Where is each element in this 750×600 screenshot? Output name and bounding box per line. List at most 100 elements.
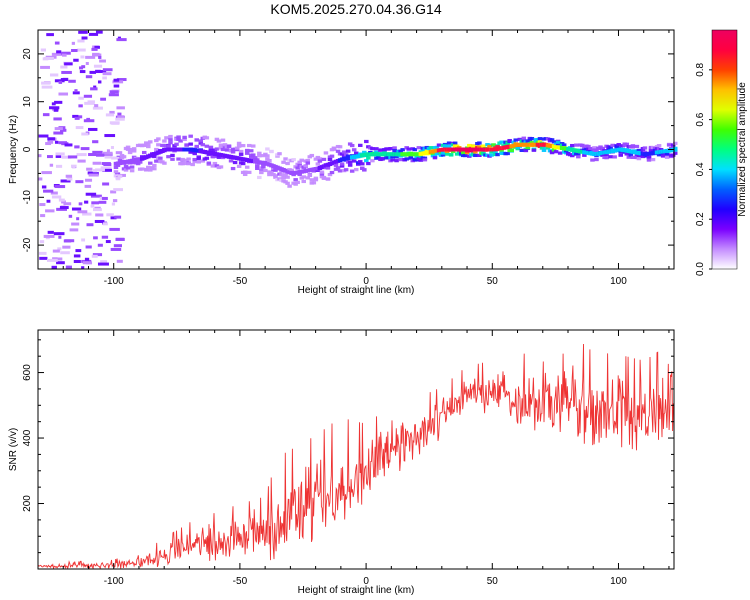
ridge-cell [477, 153, 482, 158]
noise-cell [110, 146, 114, 150]
noise-cell [39, 256, 48, 260]
ridge-cell [345, 149, 351, 153]
noise-cell [84, 184, 92, 188]
noise-cell [63, 202, 72, 206]
ridge-cell [446, 141, 452, 145]
noise-cell [116, 106, 125, 110]
ridge-cell [182, 161, 187, 166]
ridge-cell [374, 150, 379, 154]
ridge-cell [370, 159, 375, 163]
noise-cell [112, 80, 124, 84]
colorbar-tick-label: 0.2 [695, 212, 706, 226]
ridge-cell [440, 153, 446, 157]
ridge-cell [236, 164, 242, 168]
ridge-cell [495, 153, 500, 157]
ridge-cell [513, 138, 518, 142]
ridge-cell [265, 147, 270, 151]
ridge-cell [204, 144, 210, 148]
noise-cell [56, 261, 65, 265]
ridge-cell [123, 164, 129, 168]
ridge-cell [244, 148, 250, 153]
ridge-cell [230, 166, 236, 171]
ridge-cell [452, 141, 458, 145]
y-tick-label: 600 [22, 364, 33, 381]
ridge-cell [557, 151, 563, 155]
noise-cell [101, 196, 108, 200]
noise-cell [92, 253, 103, 257]
ridge-cell [364, 139, 369, 144]
noise-cell [47, 140, 54, 144]
noise-cell [71, 49, 78, 53]
ridge-cell [139, 167, 145, 171]
ridge-cell [285, 161, 290, 166]
ridge-cell [131, 149, 137, 153]
ridge-cell [257, 151, 262, 155]
noise-cell [95, 70, 107, 74]
ridge-cell [192, 160, 197, 164]
ridge-cell [574, 143, 579, 147]
ridge-cell [335, 149, 341, 153]
ridge-cell [178, 139, 183, 143]
ridge-cell [473, 150, 478, 154]
ridge-cell [511, 140, 516, 144]
noise-cell [44, 56, 54, 60]
ridge-cell [253, 156, 258, 160]
noise-cell [92, 161, 102, 165]
noise-cell [92, 106, 103, 110]
ridge-cell [660, 154, 666, 158]
ridge-cell [251, 153, 256, 157]
noise-cell [77, 159, 86, 163]
noise-cell [106, 149, 110, 153]
noise-cell [56, 50, 62, 54]
noise-cell [60, 51, 71, 55]
noise-cell [62, 245, 71, 249]
noise-cell [95, 213, 104, 217]
noise-cell [102, 168, 112, 172]
ridge-cell [220, 147, 226, 152]
y-axis-label: SNR (v/v) [8, 428, 19, 471]
noise-cell [103, 151, 113, 155]
ridge-cell [446, 144, 452, 148]
ridge-cell [164, 136, 169, 140]
noise-cell [115, 151, 123, 155]
ridge-cell [162, 161, 167, 165]
noise-cell [110, 190, 117, 194]
noise-cell [76, 217, 80, 221]
ridge-cell [525, 146, 531, 150]
x-tick-label: -50 [233, 576, 248, 587]
ridge-cell [416, 146, 422, 150]
ridge-cell [234, 146, 240, 150]
noise-cell [98, 55, 102, 59]
noise-cell [54, 79, 65, 83]
ridge-cell [331, 146, 337, 150]
noise-cell [77, 210, 88, 214]
noise-cell [106, 213, 114, 217]
spectrogram-noise [38, 30, 127, 270]
noise-cell [49, 163, 54, 167]
noise-cell [58, 198, 65, 202]
ridge-cell [392, 149, 397, 153]
noise-cell [55, 152, 65, 156]
noise-cell [91, 47, 98, 51]
noise-cell [72, 91, 80, 95]
ridge-cell [408, 156, 413, 160]
ridge-cell [240, 161, 246, 166]
noise-cell [41, 81, 51, 85]
ridge-cell [612, 155, 617, 159]
ridge-cell [125, 145, 131, 149]
ridge-cell [398, 158, 403, 162]
ridge-cell [176, 157, 181, 161]
ridge-cell [210, 164, 216, 168]
ridge-cell [537, 137, 543, 141]
ridge-cell [364, 159, 369, 163]
noise-cell [51, 195, 62, 199]
ridge-cell [392, 146, 397, 150]
ridge-cell [418, 154, 424, 158]
noise-cell [83, 119, 95, 123]
ridge-cell [412, 148, 418, 152]
noise-cell [93, 236, 98, 240]
noise-cell [88, 153, 97, 157]
ridge-cell [319, 170, 325, 174]
ridge-cell [406, 147, 411, 151]
ridge-cell [666, 143, 672, 147]
